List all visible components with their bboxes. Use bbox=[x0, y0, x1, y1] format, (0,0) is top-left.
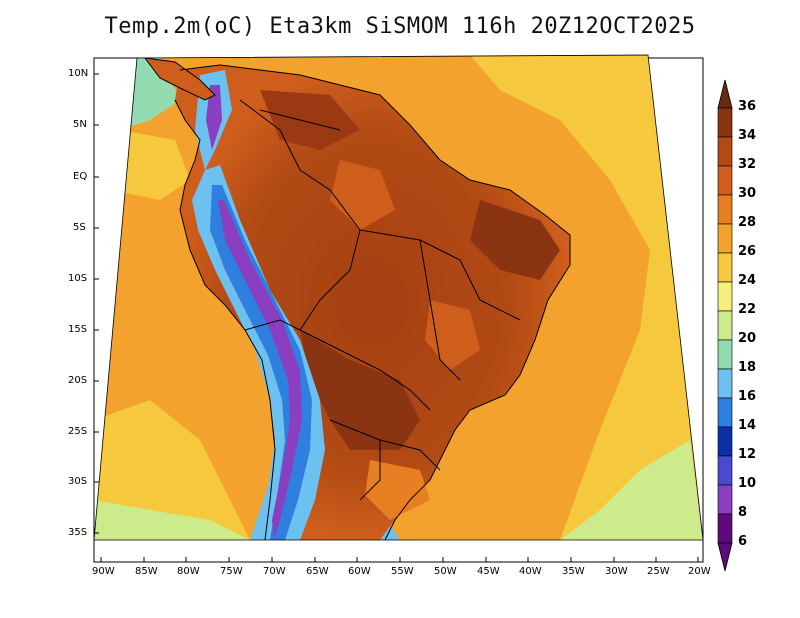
colorbar-segment bbox=[717, 223, 733, 254]
pacific-coastline bbox=[174, 99, 276, 541]
colorbar-label: 10 bbox=[738, 476, 757, 491]
colorbar-label: 12 bbox=[738, 447, 757, 462]
central-america-land bbox=[145, 58, 215, 100]
lat-label: 25S bbox=[68, 426, 88, 437]
colorbar-label: 26 bbox=[738, 244, 757, 259]
temperature-field bbox=[94, 55, 703, 540]
lon-label: 85W bbox=[135, 566, 158, 577]
political-borders bbox=[143, 57, 571, 541]
lon-label: 40W bbox=[519, 566, 542, 577]
north-hot-region bbox=[260, 90, 360, 150]
atlantic-cooler-region bbox=[470, 55, 703, 540]
colorbar-segment bbox=[717, 136, 733, 167]
colorbar-segment bbox=[717, 484, 733, 515]
map-title: Temp.2m(oC) Eta3km SiSMOM 116h 20Z12OCT2… bbox=[104, 14, 696, 39]
lon-label: 80W bbox=[177, 566, 200, 577]
colorbar-label: 36 bbox=[738, 99, 757, 114]
lon-label: 35W bbox=[562, 566, 585, 577]
colorbar-segment bbox=[717, 339, 733, 370]
colorbar-segment bbox=[717, 194, 733, 225]
colorbar-label: 8 bbox=[738, 505, 748, 520]
lon-label: 70W bbox=[263, 566, 286, 577]
colorbar-label: 34 bbox=[738, 128, 757, 143]
lon-label: 90W bbox=[92, 566, 115, 577]
northeast-hot-region bbox=[470, 200, 560, 280]
lat-label: 5S bbox=[73, 222, 86, 233]
lon-label: 20W bbox=[688, 566, 711, 577]
colorbar-segment bbox=[717, 426, 733, 457]
south-atlantic-cool bbox=[560, 440, 703, 540]
lat-label: 15S bbox=[68, 324, 88, 335]
colorbar-label: 20 bbox=[738, 331, 757, 346]
central-america-outline bbox=[143, 57, 216, 101]
border-line-4 bbox=[359, 440, 381, 501]
north-andes-peak bbox=[206, 85, 222, 150]
border-line-3 bbox=[329, 419, 441, 471]
lon-label: 65W bbox=[306, 566, 329, 577]
lat-label: 10N bbox=[68, 68, 89, 79]
colorbar-label: 22 bbox=[738, 302, 757, 317]
colorbar-label: 16 bbox=[738, 389, 757, 404]
colorbar-label: 24 bbox=[738, 273, 757, 288]
colorbar-segment bbox=[717, 368, 733, 399]
border-line-6 bbox=[359, 229, 481, 301]
lon-label: 45W bbox=[477, 566, 500, 577]
lon-label: 50W bbox=[434, 566, 457, 577]
lat-label: 20S bbox=[68, 375, 88, 386]
lon-label: 75W bbox=[220, 566, 243, 577]
colorbar-segment bbox=[717, 252, 733, 283]
colorbar-segment bbox=[717, 281, 733, 312]
border-line-5 bbox=[244, 319, 301, 331]
border-line-8 bbox=[479, 299, 521, 321]
colorbar-segment bbox=[717, 397, 733, 428]
colorbar-bottom-arrow bbox=[717, 542, 733, 572]
colorbar-label: 30 bbox=[738, 186, 757, 201]
colorbar-label: 6 bbox=[738, 534, 748, 549]
colorbar-segment bbox=[717, 455, 733, 486]
colorbar-label: 32 bbox=[738, 157, 757, 172]
lon-label: 25W bbox=[647, 566, 670, 577]
model-domain-outline bbox=[93, 54, 704, 541]
colorbar-segment bbox=[717, 107, 733, 138]
colorbar-label: 18 bbox=[738, 360, 757, 375]
border-line-9 bbox=[259, 109, 341, 131]
pacific-equator-band bbox=[110, 130, 190, 200]
colorbar-label: 28 bbox=[738, 215, 757, 230]
lon-label: 60W bbox=[348, 566, 371, 577]
axis-ticks bbox=[94, 73, 699, 562]
colorbar-label: 14 bbox=[738, 418, 757, 433]
lon-label: 55W bbox=[391, 566, 414, 577]
lat-label: 5N bbox=[73, 119, 87, 130]
colorbar-segment bbox=[717, 310, 733, 341]
lat-label: 35S bbox=[68, 527, 88, 538]
pacific-south-cool bbox=[94, 400, 250, 540]
andes-peak-strip bbox=[218, 200, 302, 540]
colorbar-segment bbox=[717, 165, 733, 196]
colorbar-top-arrow bbox=[717, 79, 733, 109]
pacific-far-south bbox=[94, 500, 250, 540]
lat-label: 30S bbox=[68, 476, 88, 487]
uruguay-warm-patch bbox=[365, 460, 430, 520]
border-line-2 bbox=[299, 329, 431, 411]
lat-label: 10S bbox=[68, 273, 88, 284]
atlantic-coastline bbox=[179, 64, 571, 541]
border-line-7 bbox=[419, 239, 461, 381]
border-line-1 bbox=[239, 99, 361, 331]
colorbar bbox=[717, 79, 733, 572]
lat-label: EQ bbox=[73, 171, 88, 182]
lon-label: 30W bbox=[605, 566, 628, 577]
amazon-warm-patch bbox=[330, 160, 395, 230]
colorbar-segment bbox=[717, 513, 733, 544]
